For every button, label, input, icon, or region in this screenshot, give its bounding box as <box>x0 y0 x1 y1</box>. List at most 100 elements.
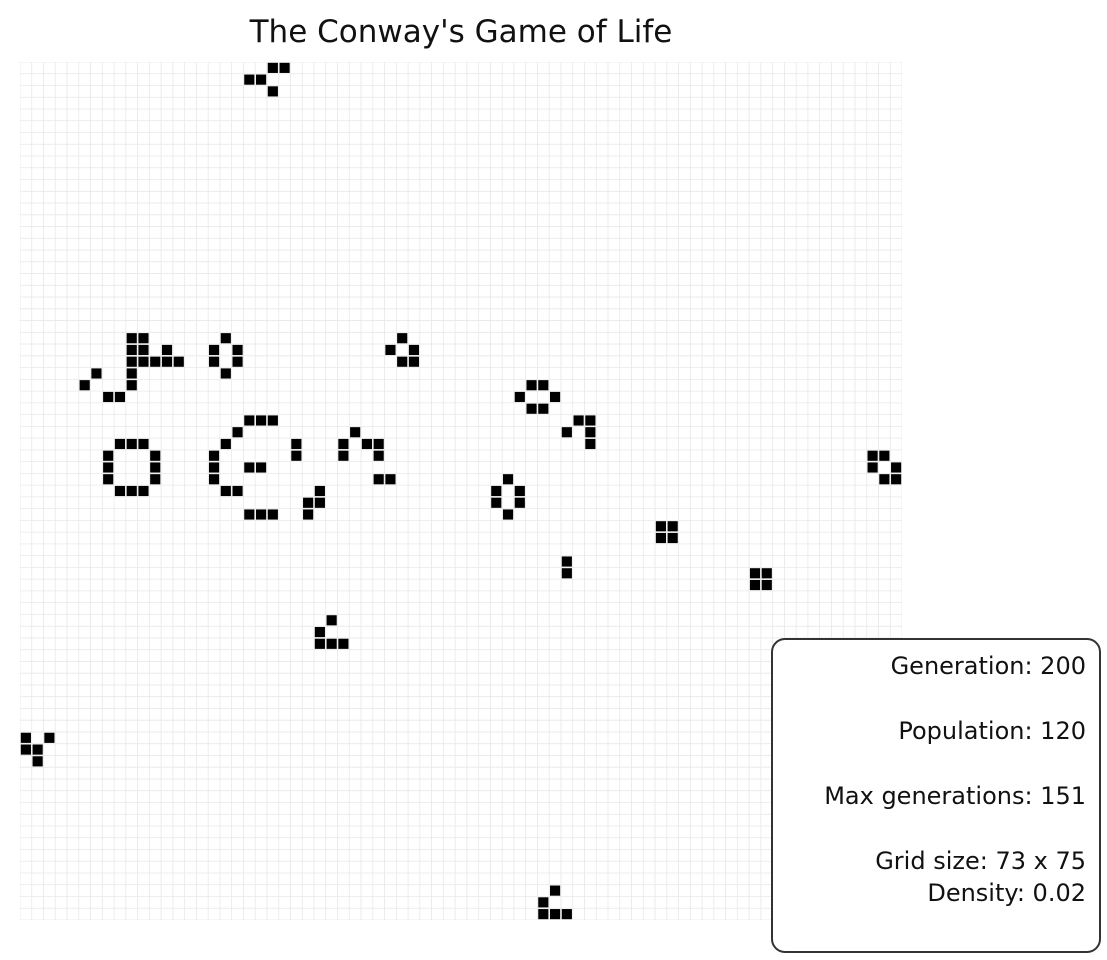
live-cell[interactable] <box>514 497 525 508</box>
live-cell[interactable] <box>267 86 278 97</box>
live-cell[interactable] <box>891 462 902 473</box>
live-cell[interactable] <box>208 474 220 485</box>
live-cell[interactable] <box>891 474 902 485</box>
live-cell[interactable] <box>491 497 502 508</box>
live-cell[interactable] <box>126 485 137 497</box>
live-cell[interactable] <box>220 333 231 344</box>
live-cell[interactable] <box>244 415 255 426</box>
live-cell[interactable] <box>20 744 31 755</box>
live-cell[interactable] <box>373 450 384 461</box>
live-cell[interactable] <box>138 333 149 344</box>
live-cell[interactable] <box>326 638 337 649</box>
live-cell[interactable] <box>550 391 561 403</box>
live-cell[interactable] <box>502 509 514 520</box>
live-cell[interactable] <box>126 438 137 450</box>
live-cell[interactable] <box>314 626 325 638</box>
live-cell[interactable] <box>232 356 243 367</box>
live-cell[interactable] <box>655 521 666 532</box>
live-cell[interactable] <box>655 532 666 544</box>
live-cell[interactable] <box>749 579 761 591</box>
live-cell[interactable] <box>303 509 314 520</box>
live-cell[interactable] <box>267 62 278 73</box>
live-cell[interactable] <box>126 368 137 379</box>
live-cell[interactable] <box>114 391 126 403</box>
live-cell[interactable] <box>667 532 678 544</box>
live-cell[interactable] <box>573 415 584 426</box>
live-cell[interactable] <box>314 638 325 649</box>
live-cell[interactable] <box>761 579 772 591</box>
live-cell[interactable] <box>879 450 890 461</box>
live-cell[interactable] <box>361 438 372 450</box>
live-cell[interactable] <box>538 403 549 414</box>
live-cell[interactable] <box>150 462 161 473</box>
live-cell[interactable] <box>350 427 361 438</box>
live-cell[interactable] <box>208 356 220 367</box>
live-cell[interactable] <box>114 438 126 450</box>
live-cell[interactable] <box>232 427 243 438</box>
live-cell[interactable] <box>397 333 408 344</box>
live-cell[interactable] <box>44 732 55 743</box>
live-cell[interactable] <box>538 380 549 391</box>
live-cell[interactable] <box>561 427 572 438</box>
live-cell[interactable] <box>256 415 267 426</box>
live-cell[interactable] <box>491 485 502 497</box>
live-cell[interactable] <box>314 497 325 508</box>
live-cell[interactable] <box>20 732 31 743</box>
live-cell[interactable] <box>208 344 220 356</box>
live-cell[interactable] <box>550 885 561 896</box>
live-cell[interactable] <box>244 74 255 85</box>
live-cell[interactable] <box>256 74 267 85</box>
live-cell[interactable] <box>150 356 161 367</box>
live-cell[interactable] <box>526 403 537 414</box>
live-cell[interactable] <box>526 380 537 391</box>
live-cell[interactable] <box>514 485 525 497</box>
live-cell[interactable] <box>385 344 396 356</box>
live-cell[interactable] <box>502 474 514 485</box>
live-cell[interactable] <box>232 485 243 497</box>
live-cell[interactable] <box>32 756 43 767</box>
live-cell[interactable] <box>138 438 149 450</box>
live-cell[interactable] <box>244 509 255 520</box>
live-cell[interactable] <box>408 344 420 356</box>
live-cell[interactable] <box>749 568 761 579</box>
live-cell[interactable] <box>267 509 278 520</box>
live-cell[interactable] <box>114 485 126 497</box>
live-cell[interactable] <box>208 450 220 461</box>
live-cell[interactable] <box>208 462 220 473</box>
live-cell[interactable] <box>761 568 772 579</box>
live-cell[interactable] <box>338 638 349 649</box>
live-cell[interactable] <box>103 462 114 473</box>
live-cell[interactable] <box>514 391 525 403</box>
live-cell[interactable] <box>550 909 561 920</box>
live-cell[interactable] <box>408 356 420 367</box>
live-cell[interactable] <box>879 474 890 485</box>
live-cell[interactable] <box>385 474 396 485</box>
live-cell[interactable] <box>867 450 878 461</box>
live-cell[interactable] <box>126 356 137 367</box>
live-cell[interactable] <box>103 474 114 485</box>
live-cell[interactable] <box>173 356 184 367</box>
live-cell[interactable] <box>667 521 678 532</box>
live-cell[interactable] <box>161 344 173 356</box>
live-cell[interactable] <box>314 485 325 497</box>
live-cell[interactable] <box>138 356 149 367</box>
live-cell[interactable] <box>220 485 231 497</box>
live-cell[interactable] <box>79 380 90 391</box>
live-cell[interactable] <box>397 356 408 367</box>
live-cell[interactable] <box>150 450 161 461</box>
live-cell[interactable] <box>326 615 337 626</box>
live-cell[interactable] <box>91 368 102 379</box>
live-cell[interactable] <box>32 744 43 755</box>
live-cell[interactable] <box>256 462 267 473</box>
live-cell[interactable] <box>867 462 878 473</box>
live-cell[interactable] <box>267 415 278 426</box>
live-cell[interactable] <box>161 356 173 367</box>
live-cell[interactable] <box>220 368 231 379</box>
live-cell[interactable] <box>244 462 255 473</box>
life-grid[interactable] <box>20 62 902 920</box>
live-cell[interactable] <box>561 568 572 579</box>
live-cell[interactable] <box>126 333 137 344</box>
live-cell[interactable] <box>585 427 596 438</box>
live-cell[interactable] <box>538 909 549 920</box>
live-cell[interactable] <box>338 438 349 450</box>
